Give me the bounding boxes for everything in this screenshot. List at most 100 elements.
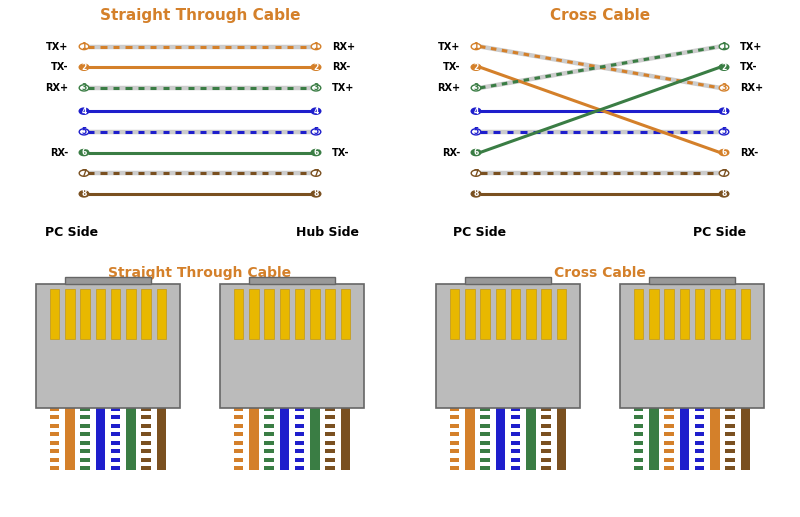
Text: 3: 3 xyxy=(82,83,86,93)
Circle shape xyxy=(79,170,89,176)
Text: 2: 2 xyxy=(82,63,86,72)
Bar xyxy=(142,402,151,406)
Bar xyxy=(695,462,705,466)
Bar xyxy=(142,466,151,470)
Bar xyxy=(526,402,536,470)
Bar xyxy=(50,406,59,410)
Bar xyxy=(726,436,735,440)
Bar xyxy=(50,440,59,445)
Circle shape xyxy=(471,85,481,91)
Bar xyxy=(695,432,705,436)
Text: RX-: RX- xyxy=(442,147,460,158)
Bar xyxy=(557,290,566,339)
Bar xyxy=(664,423,674,428)
Bar xyxy=(326,428,335,432)
Text: 8: 8 xyxy=(314,189,318,199)
Circle shape xyxy=(471,43,481,50)
Bar xyxy=(249,402,258,470)
Bar xyxy=(111,440,121,445)
Bar xyxy=(80,402,90,406)
Bar xyxy=(664,428,674,432)
Bar xyxy=(111,436,121,440)
Bar xyxy=(126,290,136,339)
Circle shape xyxy=(719,170,729,176)
Bar xyxy=(50,419,59,423)
Bar xyxy=(726,449,735,453)
Bar xyxy=(142,423,151,428)
Bar xyxy=(50,432,59,436)
Circle shape xyxy=(471,191,481,197)
Text: TX-: TX- xyxy=(50,62,68,72)
Bar xyxy=(664,290,674,339)
Bar xyxy=(542,415,551,419)
Text: 6: 6 xyxy=(314,148,318,157)
Bar xyxy=(264,415,274,419)
Bar xyxy=(111,432,121,436)
Bar xyxy=(726,440,735,445)
Bar xyxy=(695,423,705,428)
Bar xyxy=(450,466,459,470)
Circle shape xyxy=(311,170,321,176)
Circle shape xyxy=(79,149,89,156)
Bar xyxy=(542,419,551,423)
Bar xyxy=(726,428,735,432)
Bar xyxy=(326,406,335,410)
Bar xyxy=(50,445,59,449)
Bar xyxy=(341,290,350,339)
Text: Hub Side: Hub Side xyxy=(297,226,359,239)
Bar xyxy=(111,462,121,466)
Bar xyxy=(234,290,243,339)
Bar xyxy=(726,406,735,410)
Bar xyxy=(234,458,243,462)
Bar xyxy=(726,458,735,462)
Circle shape xyxy=(471,108,481,114)
Bar xyxy=(726,423,735,428)
Bar xyxy=(542,402,551,406)
Circle shape xyxy=(471,170,481,176)
Bar xyxy=(511,432,521,436)
Bar xyxy=(480,419,490,423)
Bar xyxy=(726,453,735,458)
Bar xyxy=(664,402,674,406)
Bar xyxy=(95,290,105,339)
Bar xyxy=(80,445,90,449)
Bar xyxy=(480,406,490,410)
Text: RX-: RX- xyxy=(50,147,68,158)
Bar xyxy=(511,436,521,440)
Bar xyxy=(142,445,151,449)
Bar xyxy=(142,432,151,436)
Bar xyxy=(295,406,305,410)
Circle shape xyxy=(311,149,321,156)
Text: 1: 1 xyxy=(722,42,726,51)
Circle shape xyxy=(79,129,89,135)
Text: PC Side: PC Side xyxy=(694,226,746,239)
Circle shape xyxy=(719,43,729,50)
Bar xyxy=(679,402,689,470)
Bar xyxy=(495,290,505,339)
Bar xyxy=(234,415,243,419)
Bar xyxy=(326,458,335,462)
Circle shape xyxy=(79,191,89,197)
Text: 1: 1 xyxy=(314,42,318,51)
Bar xyxy=(326,290,335,339)
Bar xyxy=(450,402,459,406)
Text: 6: 6 xyxy=(722,148,726,157)
Text: 1: 1 xyxy=(474,42,478,51)
Bar xyxy=(695,415,705,419)
Bar xyxy=(234,406,243,410)
Circle shape xyxy=(719,191,729,197)
Bar xyxy=(695,466,705,470)
Bar xyxy=(726,462,735,466)
Text: TX+: TX+ xyxy=(438,41,460,52)
Bar xyxy=(480,440,490,445)
Circle shape xyxy=(311,64,321,70)
Circle shape xyxy=(311,191,321,197)
Text: RX-: RX- xyxy=(740,147,758,158)
Bar xyxy=(295,449,305,453)
Bar xyxy=(295,423,305,428)
Bar xyxy=(634,436,643,440)
Bar xyxy=(295,402,305,406)
Bar xyxy=(634,453,643,458)
Circle shape xyxy=(311,85,321,91)
Bar xyxy=(695,410,705,415)
